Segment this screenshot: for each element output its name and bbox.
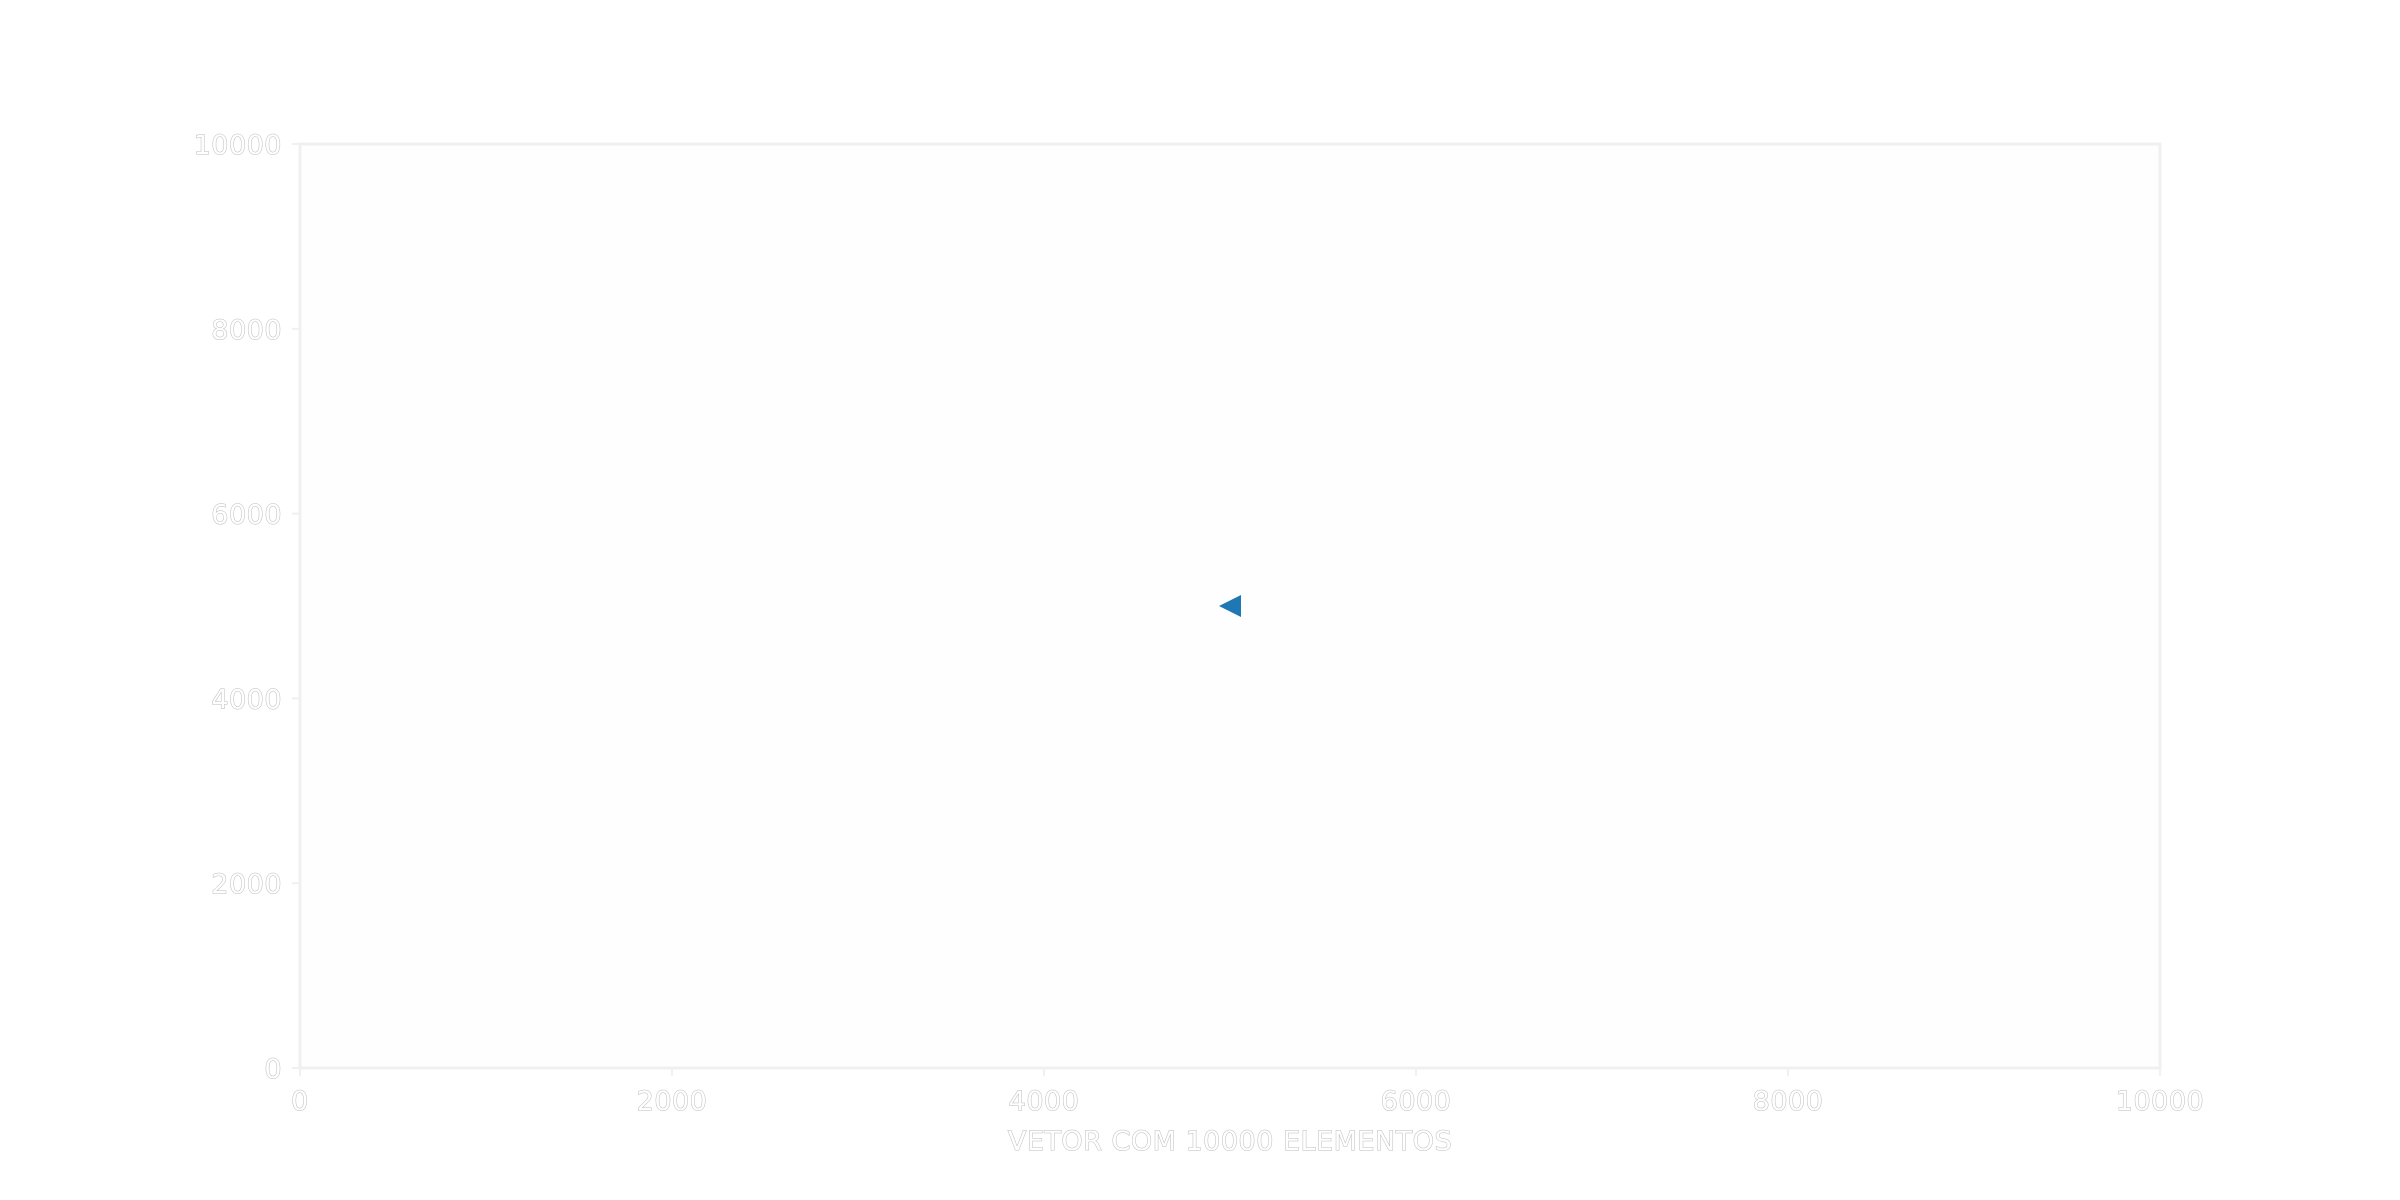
x-tick-label: 0 [291,1086,309,1117]
y-tick-label: 2000 [211,869,282,900]
y-tick-label: 4000 [211,684,282,715]
x-tick-label: 6000 [1381,1086,1452,1117]
x-tick-label: 10000 [2116,1086,2204,1117]
data-point-marker [1219,595,1241,617]
x-tick-label: 4000 [1009,1086,1080,1117]
y-tick-label: 10000 [194,130,282,161]
y-axis-ticks: 0 2000 4000 6000 8000 10000 [193,130,300,1086]
data-points [1219,595,1241,617]
y-tick-label: 0 [264,1054,282,1085]
y-tick-label: 6000 [211,500,282,531]
x-tick-label: 2000 [637,1086,708,1117]
y-tick-label: 8000 [211,315,282,346]
x-tick-label: 8000 [1753,1086,1824,1117]
x-axis-title: VETOR COM 10000 ELEMENTOS [1008,1126,1452,1157]
x-axis-ticks: 0 2000 4000 6000 8000 10000 [291,1068,2204,1118]
